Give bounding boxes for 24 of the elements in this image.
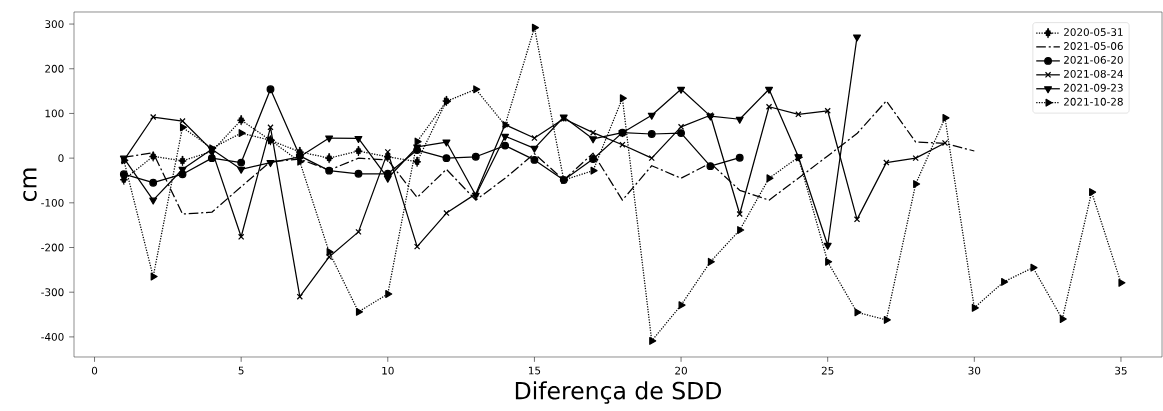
legend-label: 2020-05-31 (1064, 28, 1123, 37)
legend-label: 2021-09-23 (1064, 83, 1123, 92)
y-axis-title: cm (23, 168, 37, 202)
y-tick-label: 300 (45, 20, 64, 28)
y-tick-label: -200 (41, 243, 64, 252)
legend-label: 2021-05-06 (1064, 42, 1123, 50)
y-tick-label: -400 (41, 332, 64, 341)
x-tick-label: 0 (91, 366, 98, 375)
legend-label: 2021-06-20 (1064, 56, 1123, 64)
x-tick-label: 5 (238, 366, 244, 375)
x-tick-label: 25 (821, 366, 834, 375)
x-tick-label: 30 (968, 366, 981, 375)
y-tick-label: -100 (41, 198, 64, 207)
y-tick-label: -300 (41, 288, 64, 297)
x-tick-label: 10 (382, 366, 394, 375)
x-tick-label: 35 (1115, 366, 1127, 375)
legend-label: 2021-10-28 (1064, 97, 1123, 106)
x-tick-label: 15 (528, 366, 541, 375)
x-axis-title: Diferença de SDD (515, 381, 722, 404)
legend-label: 2021-08-24 (1064, 69, 1123, 78)
y-tick-label: 100 (45, 109, 64, 118)
y-tick-label: 0 (58, 154, 64, 163)
y-tick-label: 200 (45, 64, 64, 73)
x-tick-label: 20 (675, 366, 687, 375)
